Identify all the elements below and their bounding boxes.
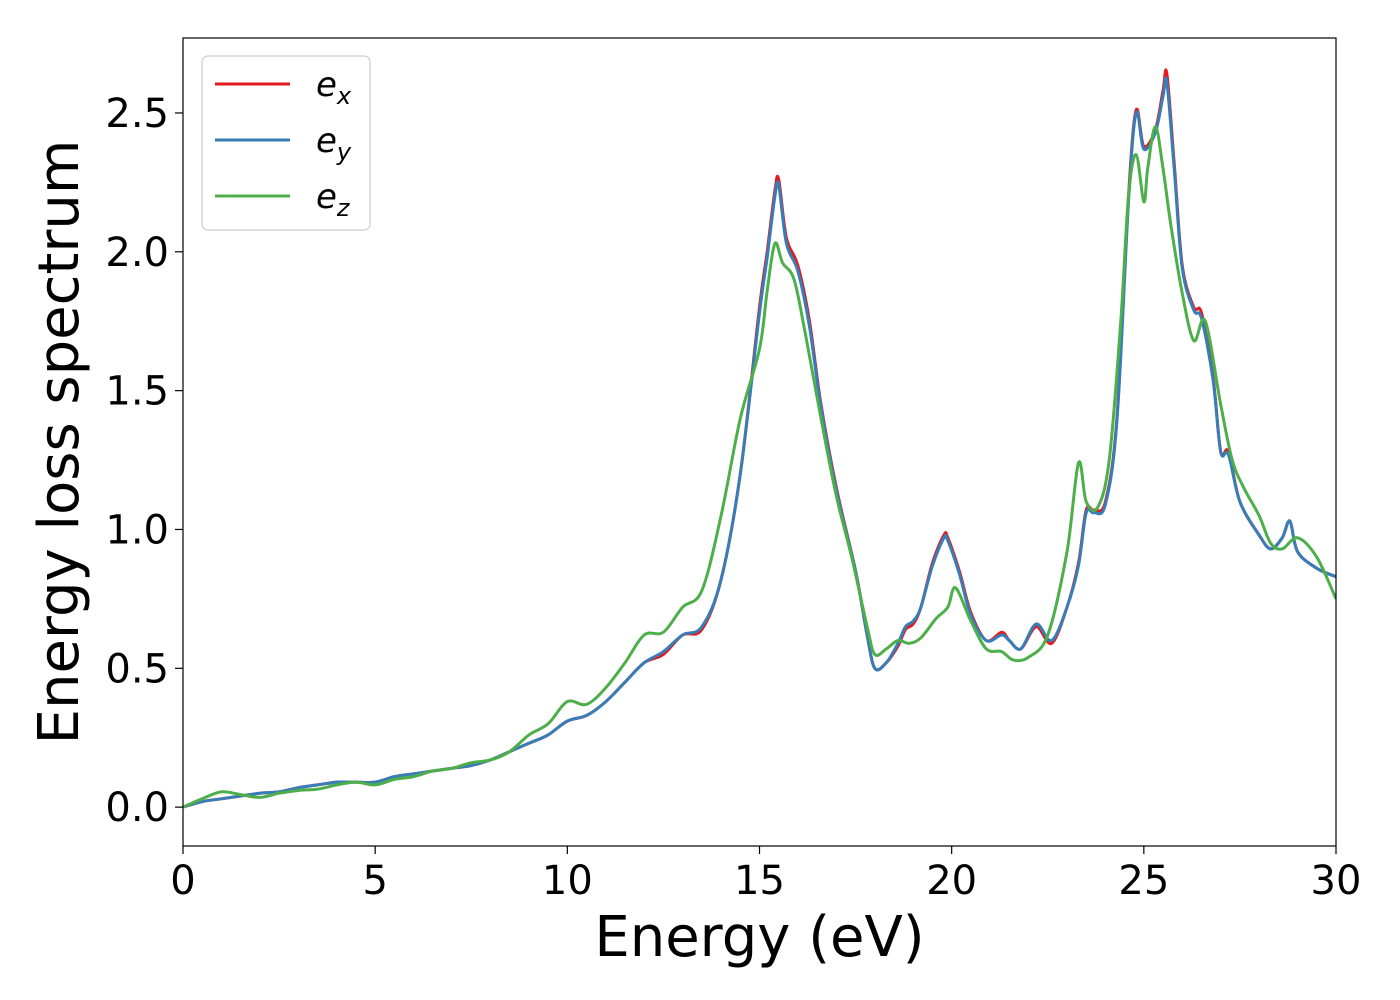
x-tick-label: 20 bbox=[926, 858, 977, 904]
x-tick-label: 5 bbox=[362, 858, 387, 904]
series-line-y bbox=[183, 76, 1336, 809]
legend-label-subscript: y bbox=[336, 138, 352, 166]
y-tick-label: 0.0 bbox=[105, 785, 169, 831]
legend-label-subscript: x bbox=[336, 82, 352, 110]
legend-label-z: ez bbox=[316, 177, 351, 222]
y-axis-title: Energy loss spectrum bbox=[27, 140, 92, 745]
ticks-layer: 0 5 10 15 20 25 30 0.0 0.5 1.0 1.5 2.0 2.5 bbox=[105, 91, 1361, 904]
legend-box bbox=[201, 55, 371, 231]
legend-label-base: e bbox=[316, 177, 337, 217]
series-line-z bbox=[183, 125, 1336, 809]
x-tick-label: 30 bbox=[1311, 858, 1362, 904]
x-tick-label: 25 bbox=[1118, 858, 1169, 904]
legend-label-y: ey bbox=[316, 121, 352, 166]
legend-label-base: e bbox=[316, 121, 337, 161]
y-tick-label: 2.0 bbox=[105, 230, 169, 276]
legend-label-base: e bbox=[316, 65, 337, 105]
legend-label-subscript: z bbox=[336, 194, 351, 222]
legend-label-x: ex bbox=[316, 65, 352, 110]
x-tick-label: 0 bbox=[170, 858, 195, 904]
series-layer bbox=[183, 68, 1336, 809]
y-tick-label: 2.5 bbox=[105, 91, 169, 137]
x-tick-label: 10 bbox=[542, 858, 593, 904]
y-tick-label: 0.5 bbox=[105, 646, 169, 692]
x-tick-label: 15 bbox=[734, 858, 785, 904]
y-tick-label: 1.0 bbox=[105, 507, 169, 553]
x-axis-title: Energy (eV) bbox=[594, 905, 924, 970]
y-tick-label: 1.5 bbox=[105, 369, 169, 415]
